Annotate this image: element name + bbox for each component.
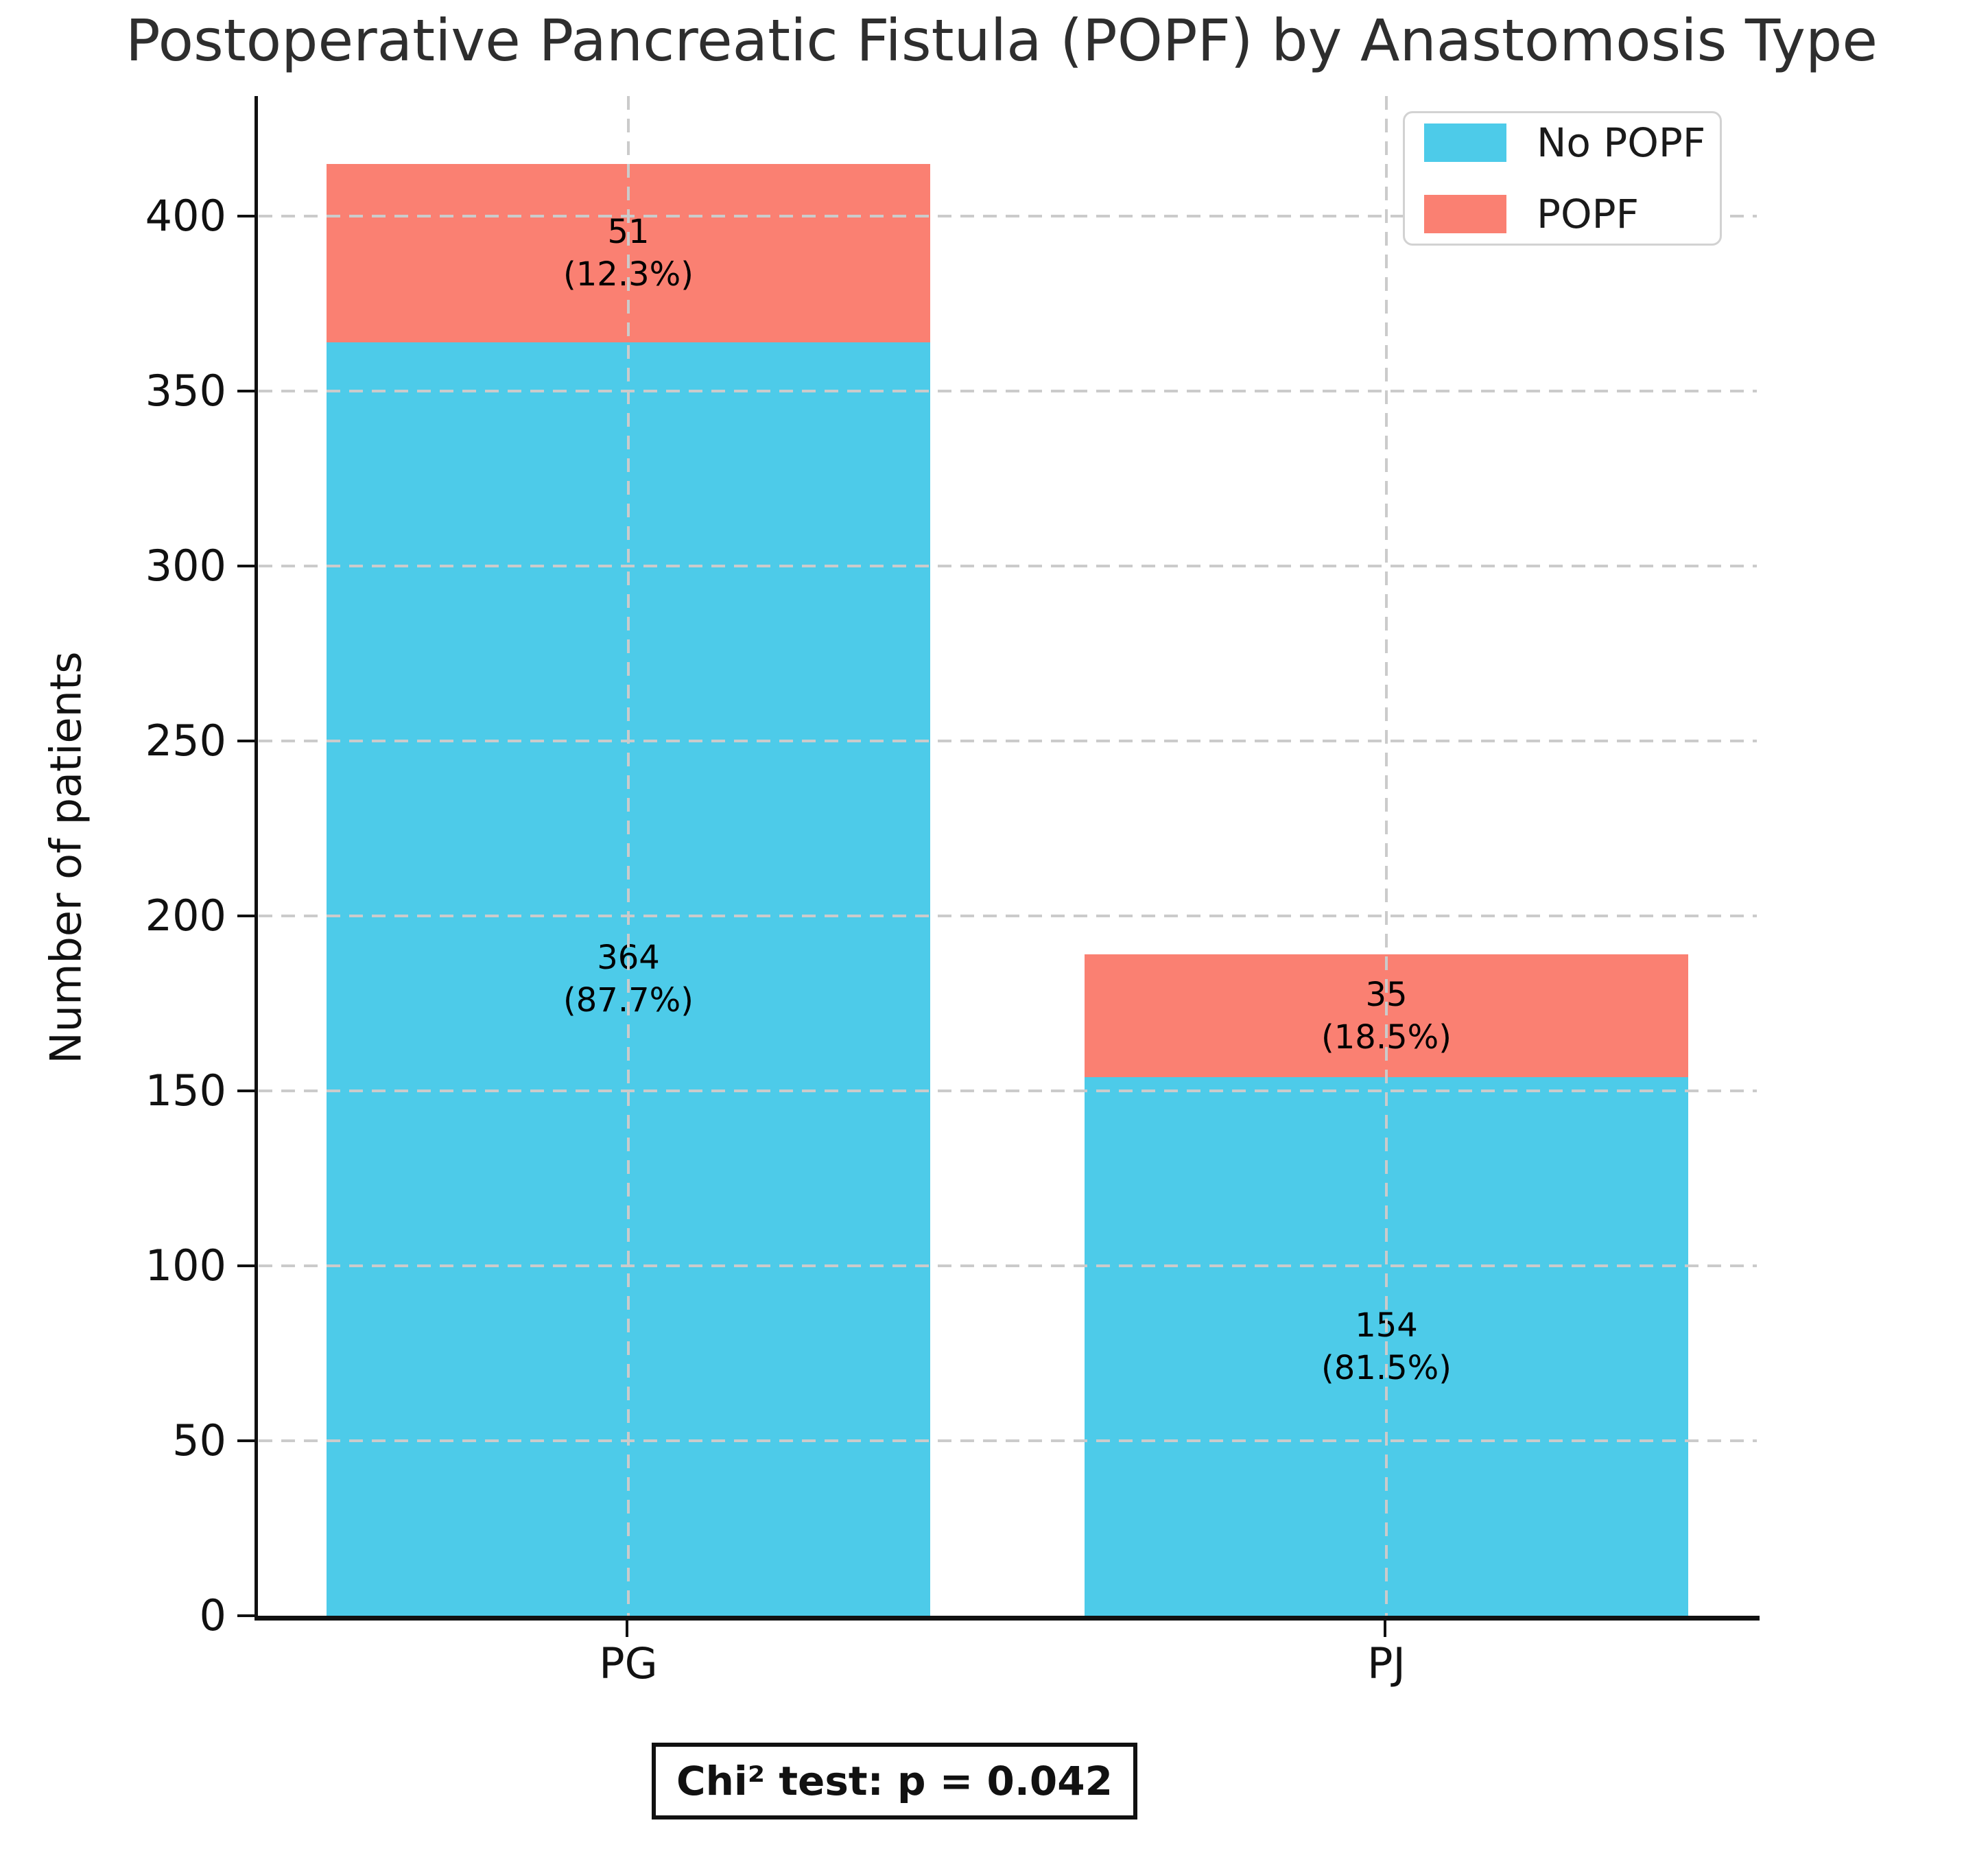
legend-label: No POPF [1537, 119, 1706, 166]
y-axis-spine [255, 96, 258, 1621]
legend: No POPF POPF [1403, 111, 1722, 246]
gridline-400 [259, 215, 1757, 217]
ytick-mark-300 [237, 565, 255, 567]
legend-item-no-popf: No POPF [1424, 119, 1720, 166]
xtick-label-pg: PG [599, 1638, 658, 1688]
ytick-label: 200 [145, 891, 226, 941]
gridline-300 [259, 565, 1757, 567]
gridline-250 [259, 740, 1757, 742]
legend-swatch-popf [1424, 195, 1506, 233]
xtick-mark-pj [1384, 1621, 1386, 1637]
chart-title: Postoperative Pancreatic Fistula (POPF) … [125, 7, 1878, 74]
gridline-pj [1385, 96, 1388, 1616]
gridline-pg [627, 96, 630, 1616]
ytick-label: 100 [145, 1240, 226, 1291]
gridline-50 [259, 1439, 1757, 1442]
y-axis-label: Number of patients [40, 651, 91, 1064]
ytick-label: 250 [145, 716, 226, 766]
ytick-label: 150 [145, 1065, 226, 1116]
ytick-label: 350 [145, 366, 226, 416]
legend-swatch-no-popf [1424, 123, 1506, 162]
annotation-box: Chi² test: p = 0.042 [652, 1743, 1137, 1819]
ytick-mark-250 [237, 740, 255, 742]
ytick-mark-400 [237, 215, 255, 217]
legend-item-popf: POPF [1424, 191, 1720, 237]
ytick-mark-200 [237, 915, 255, 917]
ytick-label: 0 [199, 1590, 226, 1640]
ytick-mark-100 [237, 1264, 255, 1267]
gridline-150 [259, 1090, 1757, 1092]
x-axis-spine [255, 1616, 1760, 1621]
gridline-350 [259, 390, 1757, 392]
ytick-label: 300 [145, 541, 226, 591]
annotation-text: Chi² test: p = 0.042 [676, 1758, 1113, 1804]
ytick-mark-50 [237, 1439, 255, 1442]
xtick-mark-pg [626, 1621, 628, 1637]
ytick-label: 400 [145, 191, 226, 241]
ytick-mark-350 [237, 390, 255, 392]
legend-label: POPF [1537, 191, 1639, 237]
gridline-100 [259, 1264, 1757, 1267]
ytick-mark-150 [237, 1090, 255, 1092]
ytick-label: 50 [172, 1415, 226, 1465]
gridline-200 [259, 915, 1757, 917]
xtick-label-pj: PJ [1367, 1638, 1406, 1688]
ytick-mark-0 [237, 1614, 255, 1617]
